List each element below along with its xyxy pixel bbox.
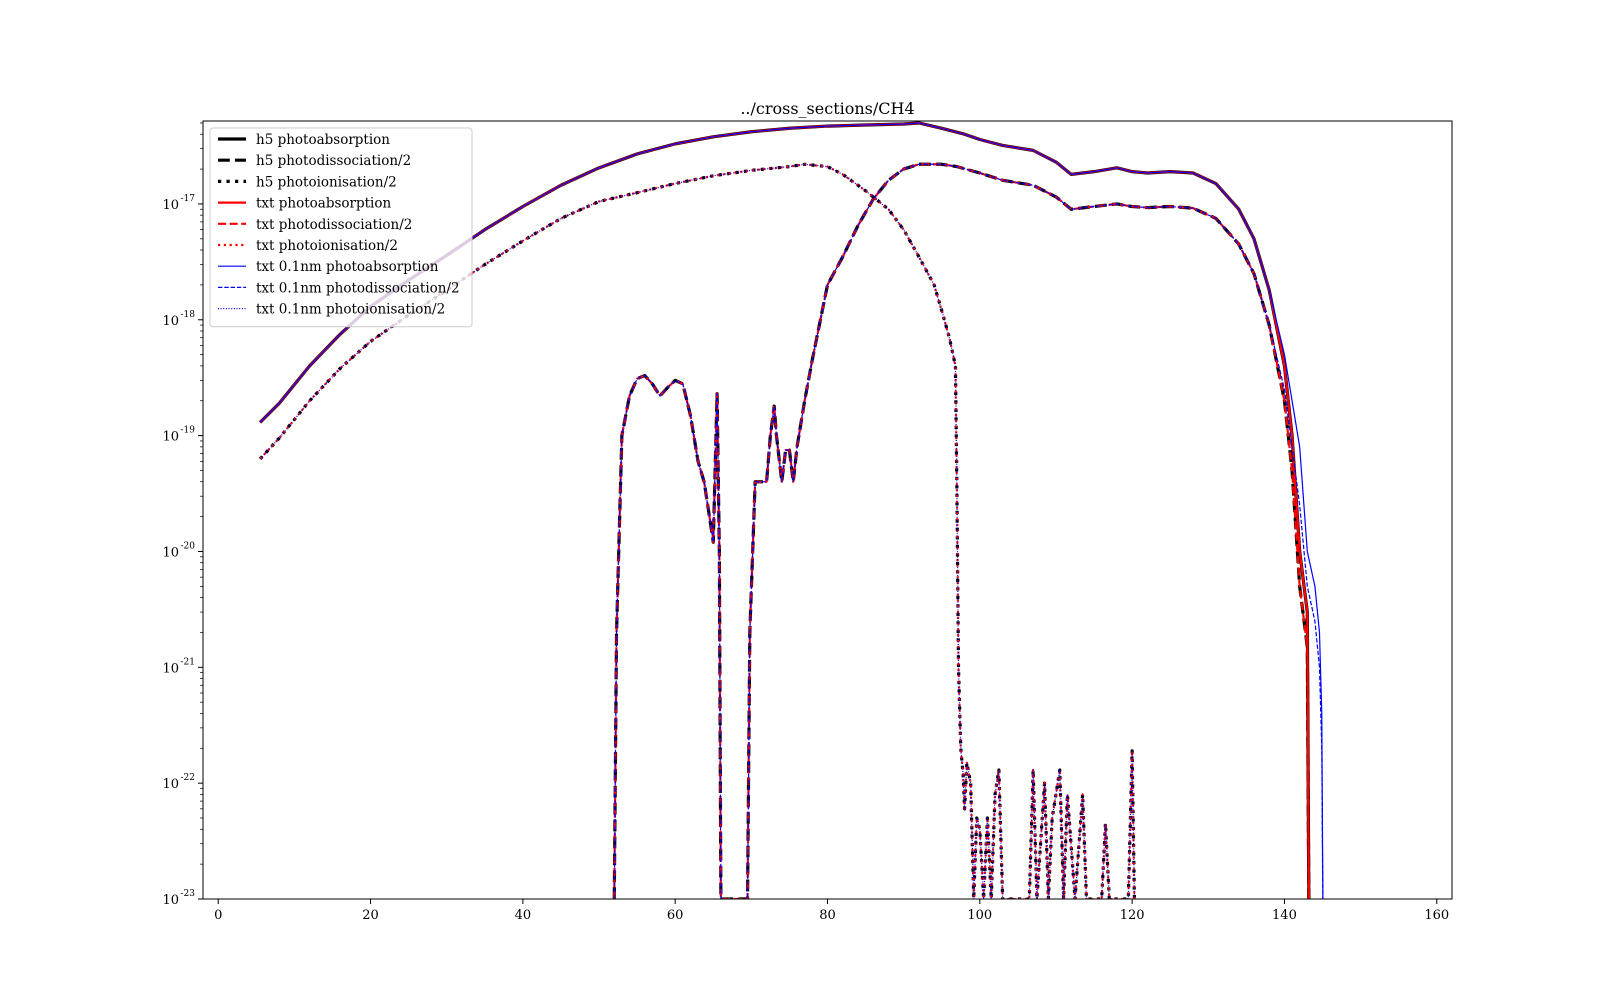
series-line-8: [613, 163, 1324, 899]
series-line-7: [259, 122, 1324, 899]
legend-label: h5 photoabsorption: [256, 132, 390, 148]
x-tick-label: 0: [214, 908, 222, 923]
y-tick-label: 10: [162, 893, 179, 908]
y-tick-label: 10: [162, 314, 179, 329]
x-tick-label: 120: [1120, 908, 1145, 923]
y-tick-exponent: -23: [181, 889, 196, 899]
x-tick-label: 20: [362, 908, 379, 923]
series-layer: [258, 121, 1324, 899]
y-tick-label: 10: [162, 198, 179, 213]
y-tick-exponent: -22: [181, 773, 196, 783]
legend-label: txt 0.1nm photoionisation/2: [256, 302, 445, 318]
y-tick-exponent: -18: [181, 310, 196, 320]
legend-box: [209, 127, 473, 328]
series-line-9: [259, 163, 1136, 899]
legend-label: txt photoabsorption: [256, 196, 391, 212]
y-tick-exponent: -21: [181, 657, 196, 667]
y-tick-exponent: -17: [181, 194, 196, 204]
legend-label: txt 0.1nm photoabsorption: [256, 259, 439, 275]
x-axis: 0 20 40 60 80 100 120 140 160: [214, 899, 1449, 923]
x-tick-label: 60: [667, 908, 684, 923]
y-tick-label: 10: [162, 661, 179, 676]
legend: h5 photoabsorption h5 photodissociation/2…: [209, 127, 473, 328]
legend-label: h5 photoionisation/2: [256, 174, 397, 190]
x-tick-label: 40: [515, 908, 532, 923]
y-tick-label: 10: [162, 430, 179, 445]
y-tick-label: 10: [162, 777, 179, 792]
x-tick-label: 80: [819, 908, 836, 923]
y-tick-label: 10: [162, 545, 179, 560]
chart-title: ../cross_sections/CH4: [740, 99, 914, 118]
x-tick-label: 140: [1272, 908, 1297, 923]
x-tick-label: 100: [967, 908, 992, 923]
legend-label: h5 photodissociation/2: [256, 153, 411, 169]
x-tick-label: 160: [1424, 908, 1449, 923]
legend-label: txt 0.1nm photodissociation/2: [256, 280, 460, 296]
y-tick-exponent: -20: [181, 541, 196, 551]
legend-label: txt photodissociation/2: [256, 217, 412, 233]
y-tick-exponent: -19: [181, 426, 196, 436]
legend-label: txt photoionisation/2: [256, 238, 398, 254]
